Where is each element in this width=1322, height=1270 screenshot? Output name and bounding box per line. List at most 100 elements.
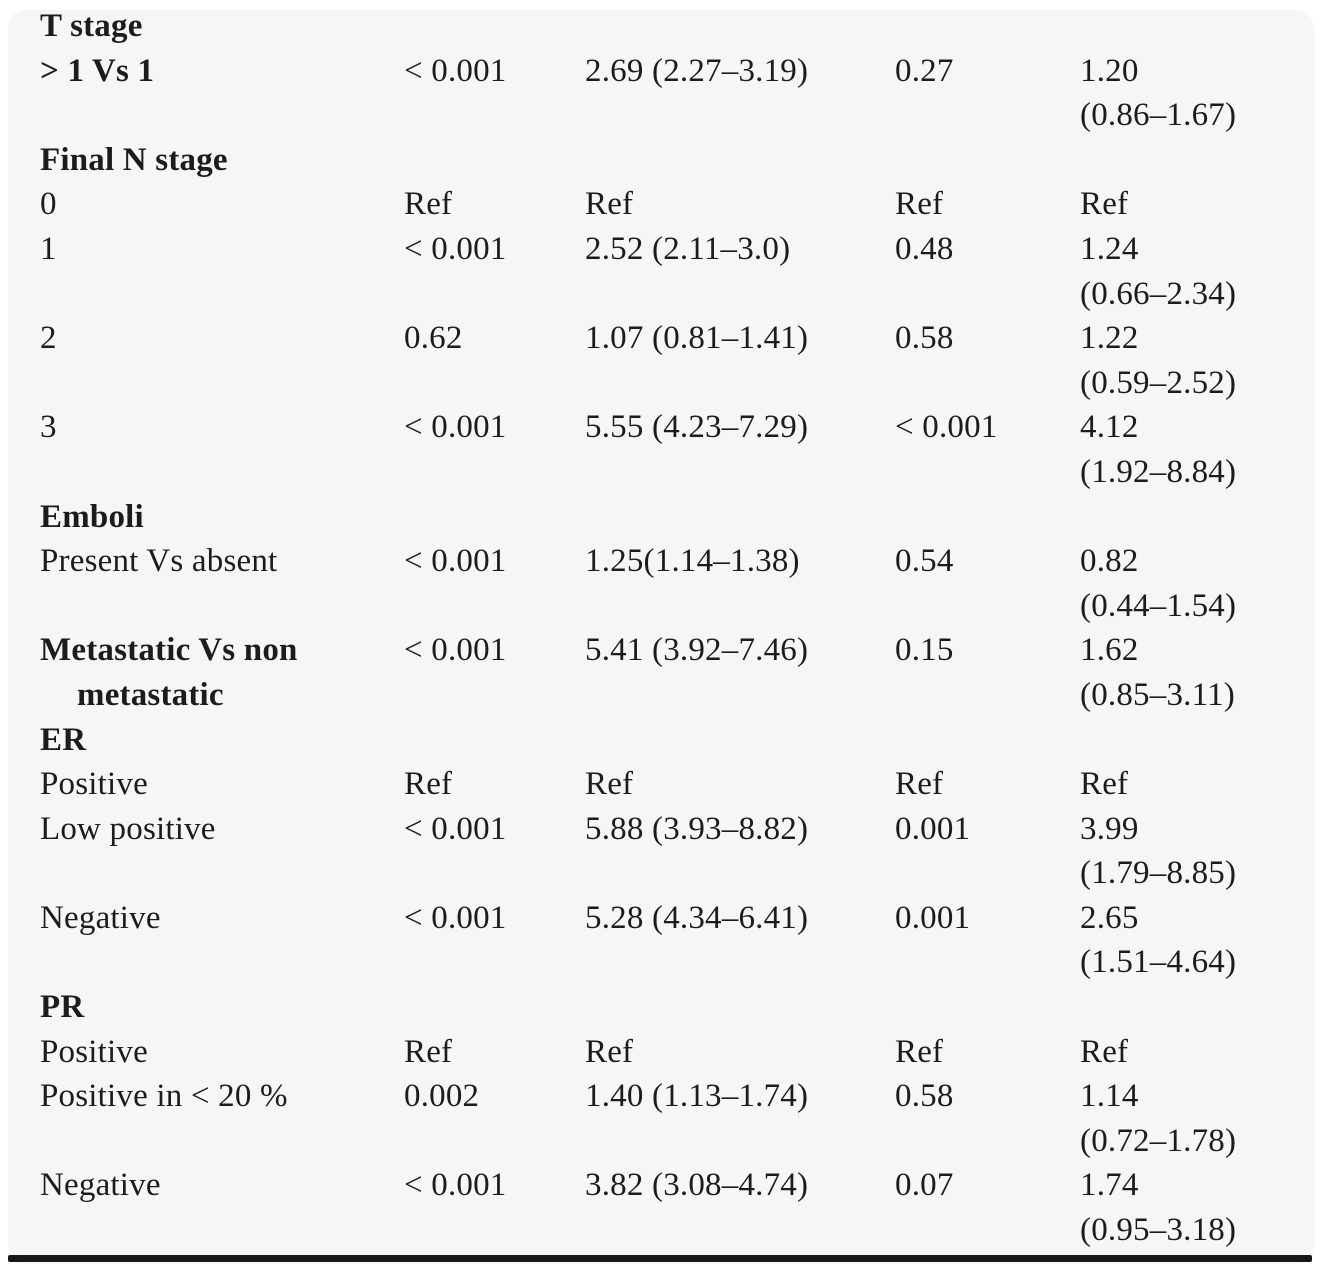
- cell-multivariable-estimate: Ref: [1080, 1030, 1310, 1075]
- group-label: Final N stage: [40, 141, 228, 178]
- estimate-value: Ref: [1080, 1033, 1129, 1070]
- cell-multivariable-p-value: Ref: [895, 766, 944, 803]
- cell-univariable-p-value: < 0.001: [404, 409, 507, 446]
- group-header-row: Final N stage: [40, 138, 1310, 183]
- cell-univariable-estimate: 5.88 (3.93–8.82): [585, 810, 809, 847]
- cell-multivariable-p-value: 0.58: [895, 320, 954, 357]
- cell-variable: Positive in < 20 %: [40, 1074, 404, 1163]
- table-row: Negative < 0.001 3.82 (3.08–4.74) 0.07 1.74 (…: [40, 1163, 1310, 1252]
- cell-variable: 0: [40, 182, 404, 227]
- cell-multivariable-estimate: 1.62 (0.85–3.11): [1080, 628, 1310, 717]
- cell-multivariable-p-value: 0.001: [895, 810, 971, 847]
- results-table: T stage > 1 Vs 1 < 0.001 2.69 (2.27–3.19) 0.…: [40, 4, 1310, 1253]
- table-row: Present Vs absent < 0.001 1.25(1.14–1.38) 0…: [40, 539, 1310, 628]
- cell-multivariable-estimate: 3.99 (1.79–8.85): [1080, 807, 1310, 896]
- estimate-value: 3.99: [1080, 810, 1139, 847]
- cell-univariable-estimate: Ref: [585, 766, 634, 803]
- group-header-row: T stage: [40, 4, 1310, 49]
- estimate-value: Ref: [1080, 186, 1129, 223]
- estimate-confidence-interval: (0.44–1.54): [1080, 587, 1237, 624]
- estimate-value: 1.62: [1080, 632, 1139, 669]
- cell-variable: 2: [40, 316, 404, 405]
- cell-multivariable-estimate: 1.20 (0.86–1.67): [1080, 49, 1310, 138]
- cell-univariable-estimate: 5.28 (4.34–6.41): [585, 899, 809, 936]
- cell-multivariable-p-value: < 0.001: [895, 409, 998, 446]
- cell-multivariable-p-value: 0.58: [895, 1078, 954, 1115]
- table-row: Positive Ref Ref Ref Ref: [40, 1030, 1310, 1075]
- table-row: > 1 Vs 1 < 0.001 2.69 (2.27–3.19) 0.27 1.20 (…: [40, 49, 1310, 138]
- table-row: Negative < 0.001 5.28 (4.34–6.41) 0.001 2.65…: [40, 896, 1310, 985]
- table-row: 0 Ref Ref Ref Ref: [40, 182, 1310, 227]
- variable-label: > 1 Vs 1: [40, 52, 155, 89]
- cell-variable: Present Vs absent: [40, 539, 404, 628]
- table-row: Metastatic Vs non metastatic < 0.001 5.41 (…: [40, 628, 1310, 717]
- cell-univariable-p-value: 0.62: [404, 320, 463, 357]
- variable-label: Positive in < 20 %: [40, 1078, 288, 1115]
- cell-multivariable-estimate: 1.14 (0.72–1.78): [1080, 1074, 1310, 1163]
- variable-label: Negative: [40, 899, 161, 936]
- cell-variable: Positive: [40, 762, 404, 807]
- estimate-confidence-interval: (0.95–3.18): [1080, 1212, 1237, 1249]
- cell-variable: 3: [40, 405, 404, 494]
- cell-univariable-estimate: Ref: [585, 186, 634, 223]
- table-row: Positive Ref Ref Ref Ref: [40, 762, 1310, 807]
- cell-univariable-p-value: Ref: [404, 766, 453, 803]
- cell-univariable-p-value: 0.002: [404, 1078, 480, 1115]
- cell-univariable-p-value: Ref: [404, 186, 453, 223]
- cell-multivariable-p-value: 0.001: [895, 899, 971, 936]
- group-header-row: ER: [40, 718, 1310, 763]
- cell-univariable-estimate: 5.55 (4.23–7.29): [585, 409, 809, 446]
- cell-multivariable-estimate: Ref: [1080, 762, 1310, 807]
- cell-multivariable-p-value: Ref: [895, 1033, 944, 1070]
- variable-label: Positive: [40, 1033, 148, 1070]
- estimate-confidence-interval: (0.59–2.52): [1080, 364, 1237, 401]
- cell-univariable-estimate: 2.52 (2.11–3.0): [585, 230, 791, 267]
- cell-multivariable-estimate: 1.22 (0.59–2.52): [1080, 316, 1310, 405]
- estimate-value: 1.24: [1080, 230, 1139, 267]
- cell-univariable-estimate: 1.25(1.14–1.38): [585, 543, 800, 580]
- cell-variable: Negative: [40, 1163, 404, 1252]
- group-header-row: Emboli: [40, 495, 1310, 540]
- cell-multivariable-estimate: 1.74 (0.95–3.18): [1080, 1163, 1310, 1252]
- table-row: Positive in < 20 % 0.002 1.40 (1.13–1.74) 0…: [40, 1074, 1310, 1163]
- group-label: T stage: [40, 8, 143, 44]
- cell-univariable-p-value: < 0.001: [404, 899, 507, 936]
- variable-label: 3: [40, 409, 57, 446]
- table-row: 1 < 0.001 2.52 (2.11–3.0) 0.48 1.24 (0.66–2.3…: [40, 227, 1310, 316]
- estimate-value: 0.82: [1080, 543, 1139, 580]
- estimate-confidence-interval: (0.66–2.34): [1080, 275, 1237, 312]
- estimate-value: 2.65: [1080, 899, 1139, 936]
- group-label: ER: [40, 721, 87, 758]
- cell-univariable-p-value: < 0.001: [404, 52, 507, 89]
- estimate-confidence-interval: (1.79–8.85): [1080, 855, 1237, 892]
- cell-variable: 1: [40, 227, 404, 316]
- estimate-confidence-interval: (0.72–1.78): [1080, 1122, 1237, 1159]
- cell-variable: Negative: [40, 896, 404, 985]
- table-row: 2 0.62 1.07 (0.81–1.41) 0.58 1.22 (0.59–2.52): [40, 316, 1310, 405]
- cell-univariable-estimate: 3.82 (3.08–4.74): [585, 1167, 809, 1204]
- cell-multivariable-p-value: 0.54: [895, 543, 954, 580]
- cell-multivariable-p-value: 0.48: [895, 230, 954, 267]
- cell-univariable-p-value: < 0.001: [404, 230, 507, 267]
- variable-label: 0: [40, 186, 57, 223]
- variable-label-wrap: metastatic: [77, 676, 224, 713]
- cell-variable: > 1 Vs 1: [40, 49, 404, 138]
- estimate-value: 1.74: [1080, 1167, 1139, 1204]
- group-header-row: PR: [40, 985, 1310, 1030]
- variable-label: Negative: [40, 1167, 161, 1204]
- estimate-confidence-interval: (1.51–4.64): [1080, 944, 1237, 981]
- table-panel-background: [8, 10, 1314, 1264]
- estimate-confidence-interval: (0.85–3.11): [1080, 676, 1235, 713]
- cell-variable: Low positive: [40, 807, 404, 896]
- estimate-value: 1.14: [1080, 1078, 1139, 1115]
- estimate-confidence-interval: (0.86–1.67): [1080, 97, 1237, 134]
- estimate-value: 1.20: [1080, 52, 1139, 89]
- cell-multivariable-estimate: Ref: [1080, 182, 1310, 227]
- estimate-value: 4.12: [1080, 409, 1139, 446]
- cell-univariable-p-value: < 0.001: [404, 810, 507, 847]
- cell-univariable-estimate: 2.69 (2.27–3.19): [585, 52, 809, 89]
- cell-multivariable-estimate: 2.65 (1.51–4.64): [1080, 896, 1310, 985]
- table-row: 3 < 0.001 5.55 (4.23–7.29) < 0.001 4.12 (1.92…: [40, 405, 1310, 494]
- cell-univariable-p-value: < 0.001: [404, 632, 507, 669]
